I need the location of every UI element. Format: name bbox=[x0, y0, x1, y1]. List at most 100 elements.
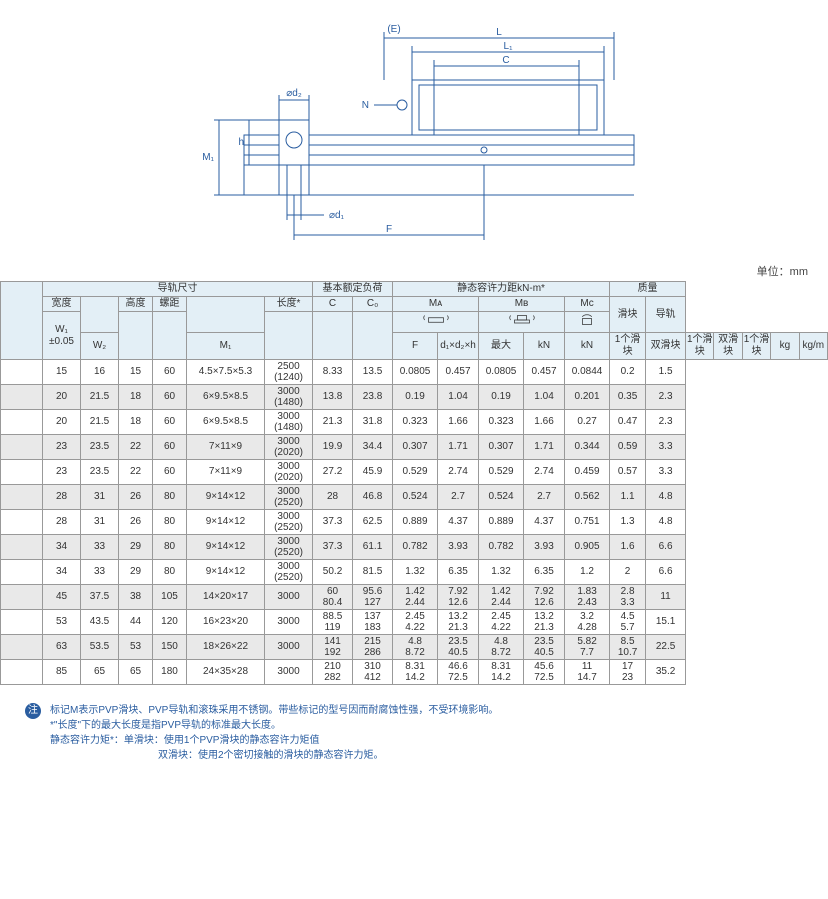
table-row: 6353.55315018×26×223000141 192215 2864.8… bbox=[1, 635, 828, 660]
cell: 28 bbox=[43, 485, 81, 510]
cell: 0.889 bbox=[479, 510, 524, 535]
kn2-header: kN bbox=[565, 333, 610, 360]
cell bbox=[1, 635, 43, 660]
cell: 1.04 bbox=[438, 385, 479, 410]
cell: 20 bbox=[43, 410, 81, 435]
cell: 3.3 bbox=[646, 460, 686, 485]
cell: 3000 (2520) bbox=[265, 560, 313, 585]
cell: 0.19 bbox=[479, 385, 524, 410]
cell: 53 bbox=[43, 610, 81, 635]
note-line: 双滑块：使用2个密切接触的滑块的静态容许力矩。 bbox=[50, 748, 808, 763]
cell: 46.6 72.5 bbox=[438, 660, 479, 685]
cell bbox=[1, 410, 43, 435]
cell: 80 bbox=[153, 510, 187, 535]
cell: 0.782 bbox=[479, 535, 524, 560]
cell: 60 bbox=[153, 360, 187, 385]
cell bbox=[1, 360, 43, 385]
table-row: 2021.518606×9.5×8.53000 (1480)21.331.80.… bbox=[1, 410, 828, 435]
cell: 1.2 bbox=[565, 560, 610, 585]
ma-icon bbox=[393, 312, 479, 333]
svg-text:C: C bbox=[502, 55, 509, 66]
width-header: 宽度 bbox=[43, 297, 81, 312]
cell: 6.35 bbox=[438, 560, 479, 585]
svg-text:M₁: M₁ bbox=[202, 152, 214, 163]
cell: 60 80.4 bbox=[313, 585, 353, 610]
cell: 3.3 bbox=[646, 435, 686, 460]
c0-header: C₀ bbox=[353, 297, 393, 312]
cell: 9×14×12 bbox=[187, 510, 265, 535]
cell: 0.457 bbox=[524, 360, 565, 385]
cell: 4.37 bbox=[524, 510, 565, 535]
cell: 28 bbox=[313, 485, 353, 510]
cell: 0.457 bbox=[438, 360, 479, 385]
cell: 11 bbox=[646, 585, 686, 610]
cell: 31 bbox=[81, 485, 119, 510]
cell: 3000 bbox=[265, 635, 313, 660]
mc-icon bbox=[565, 312, 610, 333]
length-header: 长度* bbox=[265, 297, 313, 312]
cell: 2.45 4.22 bbox=[479, 610, 524, 635]
cell: 0.57 bbox=[610, 460, 646, 485]
cell: 26 bbox=[119, 485, 153, 510]
cell: 0.529 bbox=[393, 460, 438, 485]
kn-header: kN bbox=[524, 333, 565, 360]
cell: 23.5 40.5 bbox=[524, 635, 565, 660]
cell: 80 bbox=[153, 560, 187, 585]
single1-header: 1个滑块 bbox=[610, 333, 646, 360]
cell bbox=[1, 385, 43, 410]
cell: 6.6 bbox=[646, 560, 686, 585]
cell: 2.74 bbox=[438, 460, 479, 485]
cell: 3000 (2520) bbox=[265, 510, 313, 535]
note-line: *"长度"下的最大长度是指PVP导轨的标准最大长度。 bbox=[50, 718, 808, 733]
cell: 9×14×12 bbox=[187, 560, 265, 585]
cell: 0.751 bbox=[565, 510, 610, 535]
cell: 61.1 bbox=[353, 535, 393, 560]
cell: 7×11×9 bbox=[187, 460, 265, 485]
table-row: 85656518024×35×283000210 282310 4128.31 … bbox=[1, 660, 828, 685]
cell: 21.5 bbox=[81, 385, 119, 410]
cell bbox=[1, 485, 43, 510]
cell: 95.6 127 bbox=[353, 585, 393, 610]
cell: 8.31 14.2 bbox=[479, 660, 524, 685]
blank-header bbox=[1, 282, 43, 360]
cell: 2.45 4.22 bbox=[393, 610, 438, 635]
mc-header: Mᴄ bbox=[565, 297, 610, 312]
cell: 23.5 40.5 bbox=[438, 635, 479, 660]
cell: 2.74 bbox=[524, 460, 565, 485]
cell: 0.344 bbox=[565, 435, 610, 460]
f-header: F bbox=[393, 333, 438, 360]
cell: 4.8 bbox=[646, 510, 686, 535]
cell: 4.8 bbox=[646, 485, 686, 510]
spec-table: 导轨尺寸 基本额定负荷 静态容许力距kN-m* 质量 宽度 高度 螺距 长度* … bbox=[0, 281, 828, 685]
w2-header: W₂ bbox=[81, 333, 119, 360]
cell: 33 bbox=[81, 535, 119, 560]
cell bbox=[1, 535, 43, 560]
cell: 60 bbox=[153, 435, 187, 460]
cell: 53.5 bbox=[81, 635, 119, 660]
height-header: 高度 bbox=[119, 297, 153, 312]
mb-icon bbox=[479, 312, 565, 333]
cell: 13.2 21.3 bbox=[524, 610, 565, 635]
cell bbox=[1, 660, 43, 685]
pitch-header: 螺距 bbox=[153, 297, 187, 312]
cell: 60 bbox=[153, 460, 187, 485]
cell bbox=[1, 460, 43, 485]
d-header: d₁×d₂×h bbox=[438, 333, 479, 360]
cell: 1.32 bbox=[393, 560, 438, 585]
cell: 0.27 bbox=[565, 410, 610, 435]
cell: 1.42 2.44 bbox=[479, 585, 524, 610]
note-line: 标记M表示PVP滑块、PVP导轨和滚珠采用不锈钢。带些标记的型号因而耐腐蚀性强，… bbox=[50, 703, 808, 718]
unit-label: 单位：mm bbox=[0, 263, 828, 279]
technical-diagram: L L₁ C (E) bbox=[0, 0, 828, 263]
diagram-svg: L L₁ C (E) bbox=[184, 20, 644, 250]
cell: 22 bbox=[119, 435, 153, 460]
cell: 63 bbox=[43, 635, 81, 660]
kg-header: kg bbox=[771, 333, 799, 360]
cell: 13.5 bbox=[353, 360, 393, 385]
cell: 3.93 bbox=[524, 535, 565, 560]
cell: 88.5 119 bbox=[313, 610, 353, 635]
cell: 0.323 bbox=[479, 410, 524, 435]
cell: 150 bbox=[153, 635, 187, 660]
cell: 1.66 bbox=[438, 410, 479, 435]
railmass-header: 导轨 bbox=[646, 297, 686, 333]
